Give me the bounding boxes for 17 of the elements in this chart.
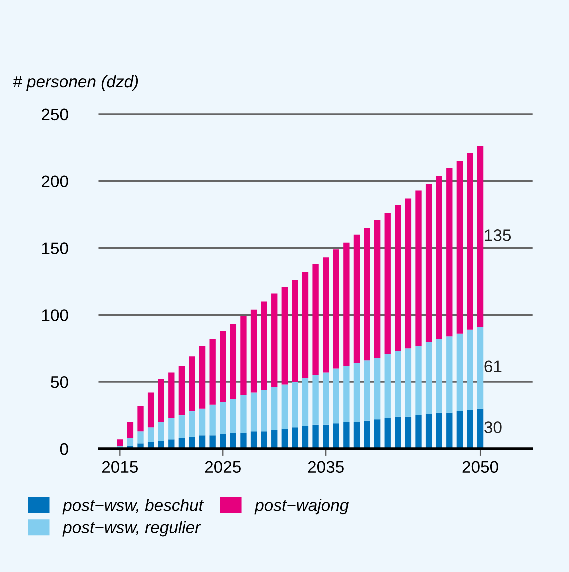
data-label: 61	[484, 360, 502, 373]
legend-label: post−wsw, beschut	[62, 499, 204, 515]
y-tick-label: 50	[51, 376, 68, 388]
y-tick-label: 250	[42, 108, 68, 121]
x-tick-label: 2015	[102, 461, 138, 474]
data-label: 135	[485, 230, 512, 242]
y-tick-label: 150	[42, 242, 68, 254]
x-tick-label: 2050	[462, 461, 498, 474]
x-tick-label: 2035	[308, 461, 344, 474]
y-axis-title: # personen (dzd)	[13, 75, 138, 91]
x-tick-label: 2025	[205, 461, 241, 474]
legend-label: post−wsw, regulier	[62, 521, 202, 537]
y-tick-label: 200	[42, 176, 68, 188]
y-tick-label: 100	[42, 310, 68, 322]
y-tick-label: 0	[60, 443, 68, 456]
legend-label: post−wajong	[254, 499, 350, 515]
data-label: 30	[484, 422, 502, 434]
